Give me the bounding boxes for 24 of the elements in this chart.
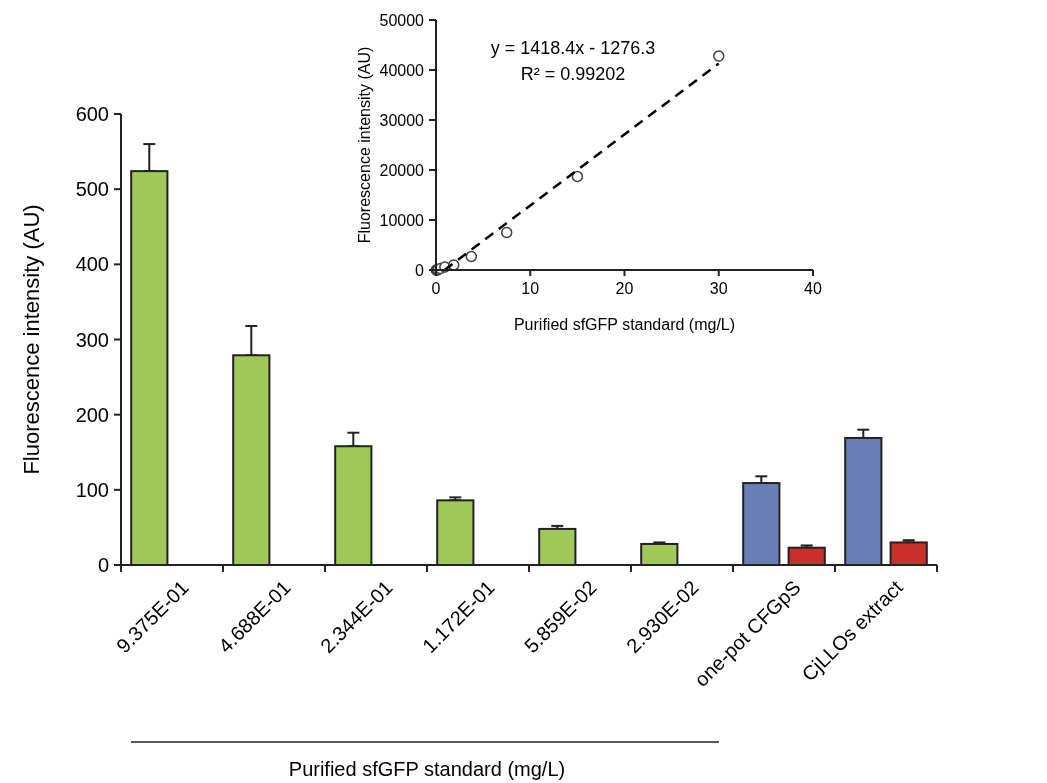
y-tick-label: 500 <box>75 178 109 201</box>
y-tick-label: 200 <box>75 403 109 426</box>
x-tick-label: 0 <box>431 280 441 297</box>
y-tick-label: 30000 <box>379 111 425 129</box>
x-tick-label: 20 <box>615 280 634 297</box>
y-tick-label: 600 <box>75 103 109 125</box>
annotation: R² = 0.99202 <box>520 64 626 84</box>
y-tick-label: 0 <box>415 261 425 279</box>
y-tick-label: 50000 <box>379 11 425 29</box>
y-tick-label: 10000 <box>379 211 425 229</box>
y-axis-title: Fluorescence intensity (AU) <box>356 46 374 244</box>
x-tick-label: 40 <box>804 280 822 297</box>
x-tick-label: 10 <box>521 280 540 297</box>
x-axis-title: Purified sfGFP standard (mg/L) <box>513 316 736 333</box>
y-tick-label: 0 <box>97 554 109 576</box>
y-tick-label: 100 <box>75 478 109 501</box>
y-tick-label: 40000 <box>379 61 425 79</box>
x-tick-label: 30 <box>709 280 728 297</box>
y-tick-label: 300 <box>75 328 109 351</box>
y-tick-label: 20000 <box>379 161 425 179</box>
y-tick-label: 400 <box>75 253 109 276</box>
y-axis-title: Fluorescence intensity (AU) <box>19 204 44 475</box>
x-axis-title: Purified sfGFP standard (mg/L) <box>288 758 566 780</box>
annotation: y = 1418.4x - 1276.3 <box>490 38 656 58</box>
